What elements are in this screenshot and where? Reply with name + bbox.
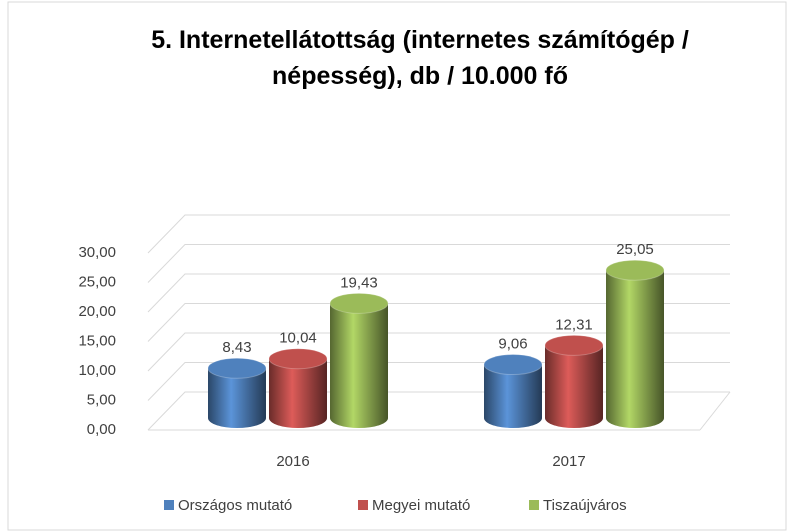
y-tick-label: 10,00 bbox=[78, 362, 116, 379]
legend-label: Tiszaújváros bbox=[543, 497, 627, 514]
y-tick-label: 20,00 bbox=[78, 303, 116, 320]
x-tick-label: 2016 bbox=[276, 453, 309, 470]
y-tick-label: 25,00 bbox=[78, 273, 116, 290]
y-tick-label: 30,00 bbox=[78, 244, 116, 261]
grid-line bbox=[147, 303, 730, 342]
bar-top bbox=[483, 354, 543, 376]
bar-body bbox=[545, 345, 603, 428]
grid-line bbox=[147, 214, 730, 254]
bar-top bbox=[268, 348, 328, 370]
bar-top bbox=[605, 259, 665, 281]
grid-line bbox=[147, 244, 730, 283]
data-label: 8,43 bbox=[222, 339, 251, 356]
chart-border bbox=[7, 1, 787, 531]
chart-title: 5. Internetellátottság (internetes számí… bbox=[151, 26, 689, 90]
bar-top bbox=[544, 334, 604, 356]
bar bbox=[268, 348, 328, 428]
bar bbox=[483, 354, 543, 428]
legend-label: Megyei mutató bbox=[372, 497, 470, 514]
grid-line bbox=[147, 273, 730, 313]
bar-body bbox=[484, 364, 542, 428]
bar-body bbox=[208, 368, 266, 428]
y-tick-label: 0,00 bbox=[87, 421, 116, 438]
bar bbox=[329, 292, 389, 428]
data-label: 19,43 bbox=[340, 274, 378, 291]
legend-label: Országos mutató bbox=[178, 497, 292, 514]
bar bbox=[207, 357, 267, 428]
y-tick-label: 5,00 bbox=[87, 391, 116, 408]
data-label: 25,05 bbox=[616, 241, 654, 258]
legend-swatch bbox=[529, 500, 539, 510]
bar-top bbox=[329, 292, 389, 314]
legend-swatch bbox=[358, 500, 368, 510]
floor-edge bbox=[699, 391, 731, 431]
bar-body bbox=[606, 270, 664, 428]
grid-line bbox=[147, 332, 730, 372]
data-label: 9,06 bbox=[498, 336, 527, 353]
bar-body bbox=[269, 358, 327, 428]
legend-swatch bbox=[164, 500, 174, 510]
x-tick-label: 2017 bbox=[552, 453, 585, 470]
data-label: 12,31 bbox=[555, 316, 593, 333]
bar bbox=[544, 334, 604, 428]
y-tick-label: 15,00 bbox=[78, 332, 116, 349]
data-label: 10,04 bbox=[279, 330, 317, 347]
bar-body bbox=[330, 303, 388, 428]
bar-top bbox=[207, 357, 267, 379]
bar bbox=[605, 259, 665, 428]
